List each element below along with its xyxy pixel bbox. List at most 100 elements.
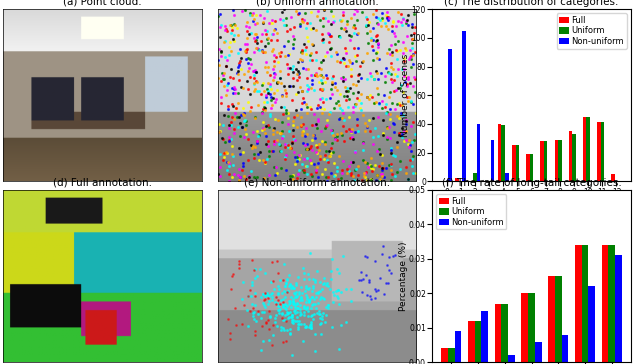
Point	[347, 90, 358, 96]
Bar	[455, 331, 462, 362]
Point	[269, 63, 280, 69]
Point	[301, 125, 311, 131]
Point	[311, 49, 321, 55]
Bar	[611, 174, 615, 181]
Point	[213, 58, 223, 63]
Point	[263, 143, 273, 149]
Point	[306, 323, 316, 329]
Point	[301, 324, 311, 329]
Point	[304, 285, 314, 291]
Point	[317, 80, 327, 86]
Point	[261, 31, 271, 37]
Point	[243, 99, 253, 105]
Point	[215, 174, 225, 179]
Point	[250, 332, 260, 338]
Point	[283, 143, 294, 149]
Point	[390, 173, 400, 179]
Point	[284, 298, 294, 304]
Point	[374, 178, 384, 184]
Point	[328, 73, 338, 79]
Point	[320, 79, 330, 85]
Point	[281, 306, 291, 312]
Point	[262, 317, 273, 323]
Point	[257, 19, 268, 25]
Point	[221, 26, 231, 32]
Point	[250, 12, 261, 18]
Point	[307, 147, 318, 153]
Point	[360, 159, 370, 165]
Point	[361, 272, 371, 278]
Point	[230, 116, 240, 122]
Point	[349, 23, 359, 28]
Point	[386, 150, 396, 156]
Point	[383, 17, 393, 23]
Point	[266, 86, 276, 92]
Point	[396, 102, 406, 108]
Point	[249, 313, 259, 319]
Point	[373, 21, 383, 27]
Point	[373, 15, 383, 21]
Point	[275, 286, 285, 292]
Point	[269, 70, 279, 76]
Point	[273, 258, 283, 264]
Point	[283, 314, 294, 320]
Point	[250, 302, 260, 308]
Point	[271, 137, 281, 143]
Point	[317, 171, 327, 177]
Point	[278, 277, 288, 282]
Point	[368, 48, 378, 54]
Point	[316, 72, 326, 78]
Point	[295, 306, 305, 312]
Point	[276, 148, 287, 154]
Point	[318, 310, 328, 316]
Point	[262, 64, 273, 70]
Point	[307, 289, 318, 294]
Point	[304, 300, 314, 305]
Point	[235, 133, 245, 139]
Point	[235, 120, 245, 126]
Point	[243, 324, 254, 329]
Point	[402, 17, 412, 23]
Point	[310, 122, 320, 127]
Point	[408, 29, 418, 35]
Point	[293, 71, 303, 77]
Point	[290, 8, 301, 14]
Point	[314, 147, 324, 153]
Point	[374, 163, 384, 169]
Point	[372, 37, 382, 43]
Point	[285, 331, 295, 337]
Point	[240, 7, 250, 13]
Point	[273, 290, 283, 296]
Title: (f) The rate of long-tail categories.: (f) The rate of long-tail categories.	[442, 178, 621, 188]
Point	[403, 83, 413, 89]
Point	[230, 305, 240, 310]
Point	[373, 91, 383, 97]
Point	[361, 22, 371, 28]
Point	[356, 277, 366, 282]
Point	[275, 277, 285, 282]
Point	[221, 167, 231, 173]
Point	[264, 83, 275, 89]
Point	[246, 142, 256, 148]
Point	[346, 128, 356, 134]
Point	[252, 34, 262, 40]
Point	[279, 23, 289, 28]
Point	[224, 330, 235, 336]
Bar	[535, 341, 541, 362]
Point	[330, 100, 340, 106]
Point	[255, 266, 265, 272]
Point	[264, 327, 274, 332]
Point	[362, 254, 372, 260]
Point	[256, 347, 266, 353]
Point	[230, 38, 240, 44]
Bar	[441, 348, 448, 362]
Point	[230, 110, 240, 116]
Point	[358, 58, 368, 64]
Point	[275, 297, 285, 303]
Point	[306, 305, 316, 310]
Point	[370, 286, 380, 292]
Bar	[462, 31, 466, 181]
Point	[365, 293, 375, 299]
Point	[287, 66, 297, 71]
Point	[263, 122, 273, 128]
